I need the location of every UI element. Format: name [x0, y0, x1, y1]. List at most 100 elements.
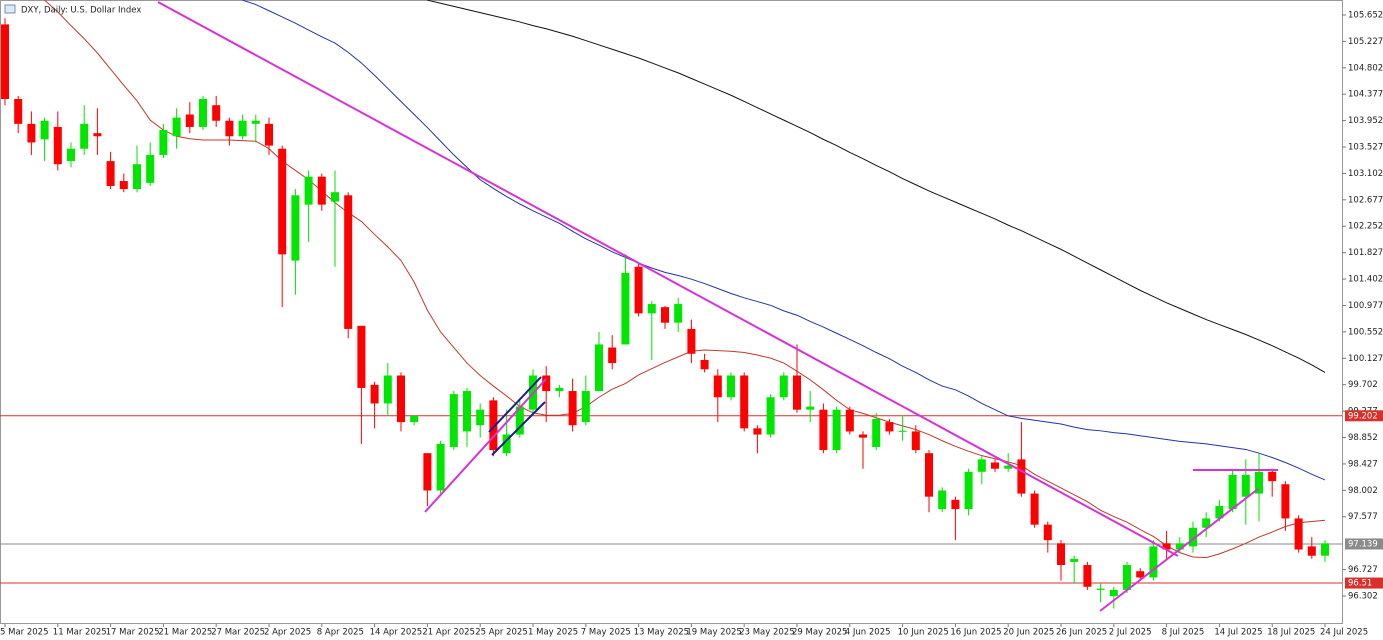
- candle: [779, 372, 788, 401]
- candle: [1043, 521, 1052, 553]
- x-tick-label: 16 Jun 2025: [950, 628, 1001, 638]
- candle-body: [753, 428, 762, 435]
- candle: [898, 415, 907, 441]
- candle: [977, 456, 986, 485]
- candle-body: [634, 266, 643, 314]
- x-tick-label: 7 May 2025: [581, 628, 631, 638]
- candle: [661, 305, 669, 329]
- candle-body: [423, 453, 432, 491]
- candle: [793, 344, 801, 413]
- candle: [1030, 490, 1039, 528]
- candle: [225, 117, 234, 146]
- candle: [80, 105, 89, 155]
- y-tick-label: 100.552: [1348, 327, 1383, 337]
- candle-body: [779, 375, 788, 398]
- candle-body: [515, 406, 524, 435]
- candle-body: [1096, 588, 1105, 590]
- candle-body: [568, 391, 577, 426]
- candle: [595, 332, 603, 392]
- candle-body: [819, 409, 828, 451]
- candle: [647, 300, 656, 360]
- x-tick-label: 4 Jun 2025: [845, 628, 891, 638]
- candle-body: [27, 123, 36, 143]
- x-tick-label: 21 Apr 2025: [422, 628, 475, 638]
- chart-title: DXY, Daily: U.S. Dollar Index: [21, 6, 141, 16]
- candle-body: [647, 304, 656, 314]
- candle: [40, 117, 49, 162]
- candle: [397, 372, 405, 432]
- candle: [832, 406, 841, 454]
- candle: [27, 111, 36, 155]
- moving-average: [427, 0, 1326, 373]
- x-tick-label: 23 May 2025: [739, 628, 794, 638]
- candle-body: [885, 422, 894, 432]
- x-tick-label: 8 Jul 2025: [1162, 628, 1205, 638]
- candle-body: [911, 431, 920, 451]
- candle: [119, 173, 128, 193]
- candle: [687, 319, 696, 364]
- candle-body: [1189, 527, 1197, 547]
- candle-body: [251, 120, 260, 124]
- candle-body: [40, 120, 49, 140]
- trendline: [424, 378, 547, 513]
- y-tick-label: 105.652: [1348, 10, 1383, 20]
- candle: [634, 263, 643, 317]
- candle: [1189, 521, 1197, 553]
- candle-body: [991, 462, 999, 469]
- candle: [251, 114, 260, 143]
- y-tick-label: 104.802: [1348, 63, 1383, 73]
- candle-body: [238, 120, 247, 137]
- candle-body: [1123, 565, 1131, 590]
- candle-body: [925, 453, 933, 497]
- candle-body: [304, 176, 313, 205]
- x-tick-label: 1 May 2025: [528, 628, 578, 638]
- candle-body: [1175, 543, 1184, 550]
- candle: [713, 369, 722, 423]
- x-tick-label: 17 Mar 2025: [106, 628, 160, 638]
- x-tick-label: 18 Jul 2025: [1267, 628, 1315, 638]
- candle-body: [93, 133, 102, 137]
- candle-body: [1, 24, 9, 99]
- candle-body: [1017, 459, 1026, 494]
- candle: [819, 403, 828, 454]
- candle-body: [872, 419, 881, 447]
- candle: [1294, 515, 1303, 553]
- candle-body: [727, 375, 735, 398]
- y-tick-label: 96.727: [1348, 565, 1378, 575]
- candle: [1109, 586, 1118, 609]
- candle: [1321, 540, 1329, 562]
- candle: [278, 145, 287, 308]
- candle: [1281, 481, 1290, 531]
- candle: [581, 375, 590, 426]
- candle-body: [14, 98, 23, 124]
- price-label-box: [1345, 538, 1383, 550]
- candle: [727, 372, 735, 401]
- candle-body: [489, 400, 498, 451]
- x-tick-label: 25 Apr 2025: [475, 628, 528, 638]
- candle-body: [608, 347, 617, 364]
- candle-body: [674, 304, 683, 323]
- channel: [488, 376, 546, 456]
- candle-body: [212, 105, 221, 121]
- candle: [766, 394, 775, 438]
- candle-body: [977, 459, 986, 472]
- candle-body: [331, 192, 339, 202]
- candle: [845, 406, 854, 435]
- y-tick-label: 105.227: [1348, 37, 1383, 47]
- candle-body: [687, 328, 696, 354]
- x-tick-label: 24 Jul 2025: [1320, 628, 1368, 638]
- candle: [436, 440, 445, 494]
- candle: [1255, 453, 1263, 522]
- candle-body: [581, 391, 590, 423]
- candle: [423, 453, 432, 506]
- y-tick-label: 102.252: [1348, 222, 1383, 232]
- candle: [14, 95, 23, 134]
- candle-body: [410, 415, 419, 423]
- candle-body: [1043, 524, 1052, 541]
- candle-body: [357, 325, 366, 388]
- candle-body: [1268, 471, 1277, 482]
- candle-body: [898, 430, 907, 432]
- candle: [1017, 422, 1026, 497]
- x-tick-label: 14 Apr 2025: [370, 628, 423, 638]
